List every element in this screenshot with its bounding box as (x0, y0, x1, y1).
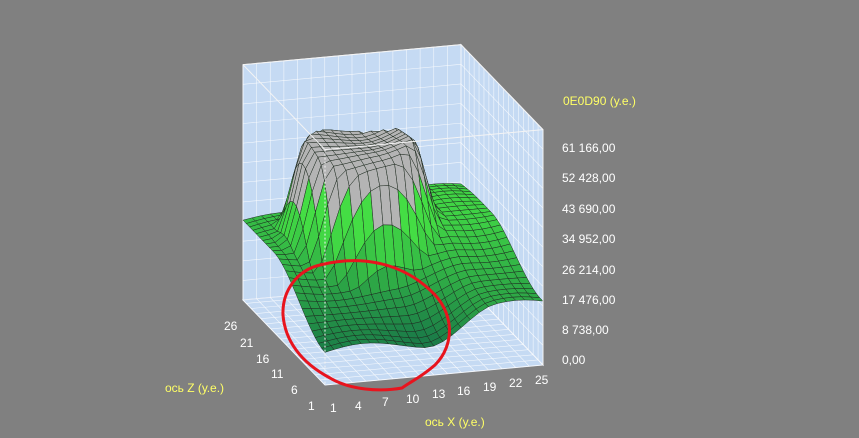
x-tick-label: 19 (483, 380, 497, 394)
x-tick-label: 10 (406, 392, 420, 406)
floor-gridline (300, 339, 519, 360)
x-tick-label: 4 (355, 399, 362, 413)
y-tick-label: 52 428,00 (562, 171, 616, 185)
y-tick-label: 43 690,00 (562, 202, 616, 216)
right-gridline (460, 162, 544, 248)
x-tick-label: 1 (330, 401, 337, 415)
x-tick-label: 13 (432, 387, 446, 401)
y-tick-labels: 61 166,00 52 428,00 43 690,00 34 952,00 … (562, 141, 616, 367)
y-tick-label: 34 952,00 (562, 232, 616, 246)
z-tick-labels: 26 21 16 11 6 1 (224, 319, 315, 413)
x-tick-labels: 1 4 7 10 13 16 19 22 25 (330, 373, 549, 415)
y-tick-label: 17 476,00 (562, 293, 616, 307)
x-tick-label: 25 (535, 373, 549, 387)
right-gridline (460, 64, 544, 150)
box-edge (460, 44, 544, 131)
right-gridline (460, 142, 544, 228)
z-tick-label: 21 (240, 336, 254, 350)
z-tick-label: 6 (291, 383, 298, 397)
floor-gridline (256, 298, 339, 384)
x-tick-label: 16 (457, 384, 471, 398)
right-gridline (460, 103, 544, 189)
y-tick-label: 26 214,00 (562, 263, 616, 277)
z-tick-label: 1 (308, 399, 315, 413)
floor-gridline (305, 344, 524, 365)
z-tick-label: 11 (271, 367, 284, 381)
box-front-edges (242, 44, 544, 385)
floor-gridline (324, 364, 544, 386)
floor-gridline (310, 349, 529, 370)
floor-gridline (315, 354, 534, 376)
y-tick-label: 0,00 (562, 353, 586, 367)
x-tick-label: 7 (382, 395, 389, 409)
x-tick-label: 22 (509, 376, 523, 390)
surface-cell (529, 296, 544, 302)
right-gridline (460, 122, 544, 209)
surface-mesh (242, 127, 544, 353)
y-axis-title: 0E0D90 (у.е.) (563, 94, 636, 108)
red-annotation-loop (281, 259, 451, 392)
box-edge (324, 129, 544, 151)
floor-gridline (242, 299, 326, 386)
y-tick-label: 8 738,00 (562, 323, 609, 337)
right-gridline (460, 83, 544, 170)
y-tick-label: 61 166,00 (562, 141, 616, 155)
box-edge (242, 64, 326, 151)
z-axis-title: ось Z (у.е.) (165, 381, 224, 395)
z-tick-label: 26 (224, 319, 238, 333)
z-tick-label: 16 (256, 352, 270, 366)
box-edge (242, 44, 462, 66)
x-axis-title: ось X (у.е.) (425, 415, 485, 429)
